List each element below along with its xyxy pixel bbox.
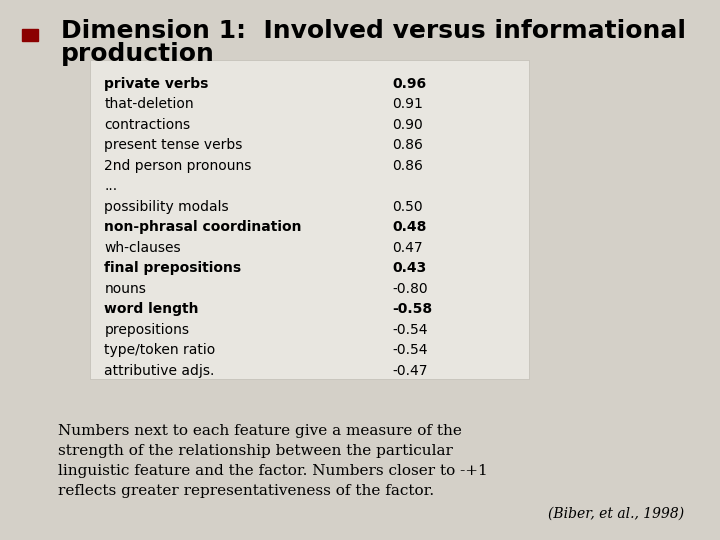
Text: Numbers next to each feature give a measure of the
strength of the relationship : Numbers next to each feature give a meas… (58, 424, 487, 498)
Text: 0.43: 0.43 (392, 261, 427, 275)
Text: 0.86: 0.86 (392, 159, 423, 173)
Text: 0.48: 0.48 (392, 220, 427, 234)
Text: 0.47: 0.47 (392, 241, 423, 255)
Text: 0.96: 0.96 (392, 77, 426, 91)
Text: attributive adjs.: attributive adjs. (104, 364, 215, 378)
Text: ...: ... (104, 179, 117, 193)
Text: type/token ratio: type/token ratio (104, 343, 216, 357)
Text: 0.90: 0.90 (392, 118, 423, 132)
Text: (Biber, et al., 1998): (Biber, et al., 1998) (548, 507, 684, 521)
Text: -0.58: -0.58 (392, 302, 433, 316)
Text: prepositions: prepositions (104, 323, 189, 337)
Text: Dimension 1:  Involved versus informational: Dimension 1: Involved versus information… (61, 19, 686, 43)
Text: final prepositions: final prepositions (104, 261, 241, 275)
Text: -0.80: -0.80 (392, 282, 428, 296)
Text: nouns: nouns (104, 282, 146, 296)
Text: production: production (61, 42, 215, 66)
Text: 0.86: 0.86 (392, 138, 423, 152)
Text: that-deletion: that-deletion (104, 97, 194, 111)
Text: non-phrasal coordination: non-phrasal coordination (104, 220, 302, 234)
Text: word length: word length (104, 302, 199, 316)
Text: private verbs: private verbs (104, 77, 209, 91)
FancyBboxPatch shape (22, 29, 38, 41)
Text: contractions: contractions (104, 118, 191, 132)
Text: -0.47: -0.47 (392, 364, 428, 378)
FancyBboxPatch shape (90, 60, 529, 379)
Text: 0.91: 0.91 (392, 97, 423, 111)
Text: -0.54: -0.54 (392, 343, 428, 357)
Text: possibility modals: possibility modals (104, 200, 229, 214)
Text: 2nd person pronouns: 2nd person pronouns (104, 159, 252, 173)
Text: 0.50: 0.50 (392, 200, 423, 214)
Text: -0.54: -0.54 (392, 323, 428, 337)
Text: wh-clauses: wh-clauses (104, 241, 181, 255)
Text: present tense verbs: present tense verbs (104, 138, 243, 152)
